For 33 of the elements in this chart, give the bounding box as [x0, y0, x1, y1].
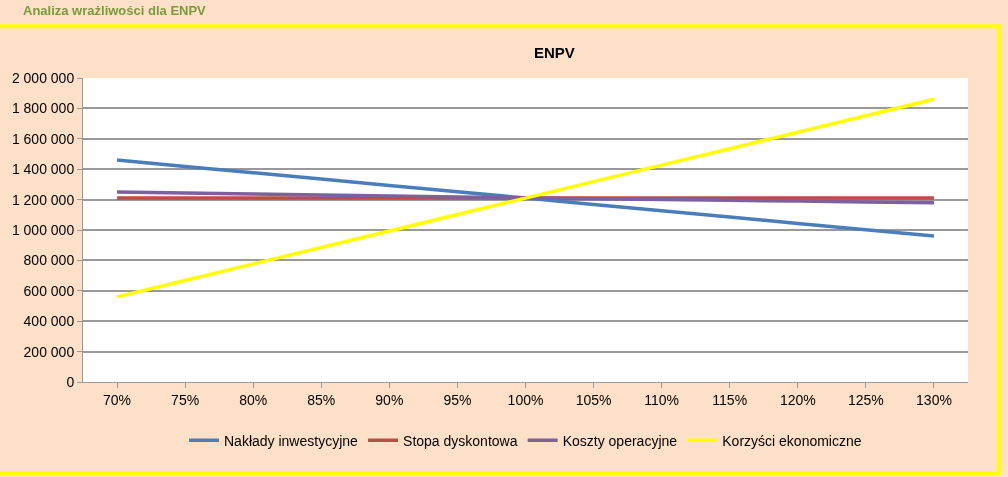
x-tick-label: 85% — [307, 391, 336, 408]
legend-label: Korzyści ekonomiczne — [722, 432, 862, 449]
y-tick-label: 1 000 000 — [11, 221, 75, 238]
chart-title: ENPV — [533, 44, 575, 62]
y-tick-label: 0 — [66, 373, 75, 390]
x-tick-label: 115% — [712, 391, 748, 408]
y-tick-label: 1 800 000 — [11, 100, 75, 117]
y-tick-label: 200 000 — [23, 343, 75, 360]
x-tick-label: 120% — [779, 391, 816, 408]
x-tick-label: 125% — [847, 391, 884, 408]
legend-label: Koszty operacyjne — [562, 432, 678, 449]
x-tick-label: 70% — [103, 391, 132, 408]
x-tick-label: 95% — [443, 391, 472, 408]
legend-label: Nakłady inwestycyjne — [224, 432, 359, 449]
x-tick-label: 105% — [575, 391, 612, 408]
x-tick-label: 130% — [916, 391, 952, 408]
y-tick-label: 2 000 000 — [11, 69, 75, 86]
y-tick-label: 400 000 — [23, 313, 75, 330]
x-tick-label: 110% — [644, 391, 680, 408]
x-tick-label: 90% — [375, 391, 404, 408]
x-tick-label: 75% — [171, 391, 200, 408]
y-tick-label: 600 000 — [23, 282, 75, 299]
line-series — [115, 97, 936, 299]
text: Analiza wrażliwości dla ENPV — [23, 3, 207, 18]
y-tick-label: 1 200 000 — [11, 191, 75, 208]
y-tick-label: 800 000 — [23, 252, 75, 269]
y-tick-label: 1 600 000 — [11, 130, 75, 147]
line-series — [115, 158, 936, 238]
line-series — [115, 190, 936, 205]
y-tick-label: 1 400 000 — [11, 161, 75, 178]
legend-label: Stopa dyskontowa — [403, 432, 518, 449]
x-tick-label: 80% — [239, 391, 268, 408]
x-tick-label: 100% — [507, 391, 544, 408]
